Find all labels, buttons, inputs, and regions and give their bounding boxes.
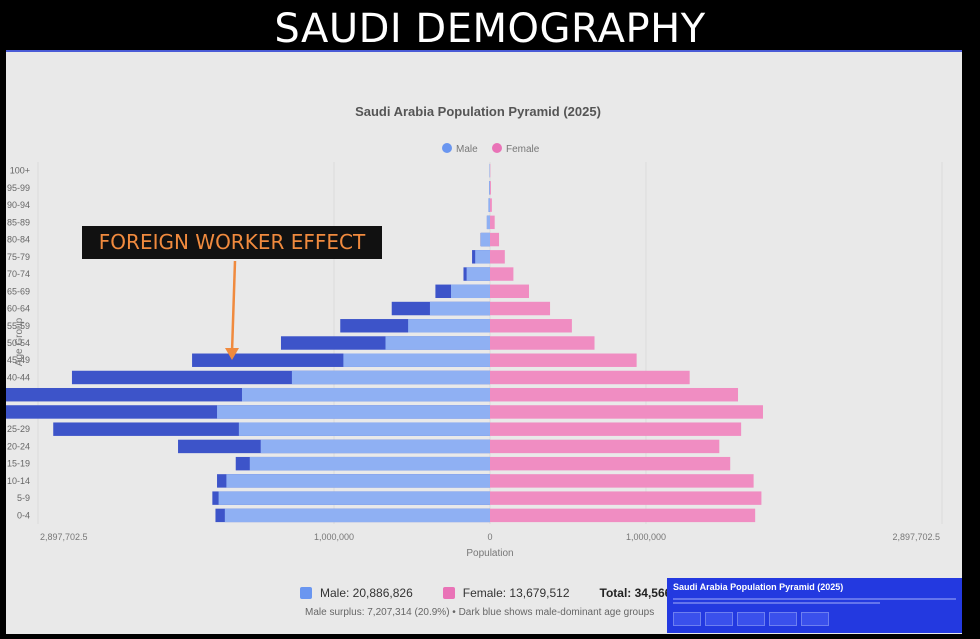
- male-bar: [408, 319, 490, 333]
- male-bar: [224, 508, 490, 523]
- male-surplus-note: Male surplus: 7,207,314 (20.9%) • Dark b…: [305, 607, 655, 618]
- male-bar: [241, 387, 490, 402]
- female-total: Female: 13,679,512: [462, 586, 570, 600]
- age-tick-label: 70-74: [7, 269, 30, 279]
- female-bar: [490, 336, 595, 350]
- x-tick-label: 1,000,000: [314, 532, 354, 542]
- male-bar: [488, 198, 490, 212]
- female-bar: [490, 181, 491, 195]
- video-title: SAUDI DEMOGRAPHY: [274, 6, 706, 52]
- male-bar: [486, 215, 490, 230]
- male-bar: [218, 491, 491, 505]
- male-bar: [226, 474, 490, 488]
- y-axis-label: Age Group: [14, 317, 25, 366]
- male-bar: [489, 181, 490, 195]
- age-tick-label: 95-99: [7, 183, 30, 193]
- x-tick-label: 2,897,702.5: [892, 532, 940, 542]
- x-axis-label: Population: [466, 548, 513, 559]
- male-swatch: [300, 587, 312, 599]
- x-tick-label: 2,897,702.5: [40, 532, 88, 542]
- age-tick-label: 90-94: [7, 200, 30, 210]
- male-bar: [343, 353, 490, 367]
- male-bar: [260, 439, 490, 454]
- legend-female-label: Female: [506, 144, 540, 155]
- callout-arrow-head: [225, 348, 239, 360]
- female-bar: [490, 405, 763, 419]
- population-pyramid-chart: Saudi Arabia Population Pyramid (2025) Ma…: [6, 104, 943, 559]
- thumbnail-title: Saudi Arabia Population Pyramid (2025): [673, 582, 844, 592]
- age-tick-label: 20-24: [7, 441, 30, 451]
- female-bar: [490, 439, 720, 454]
- female-bar: [490, 267, 514, 281]
- age-tick-label: 25-29: [7, 424, 30, 434]
- male-bar: [480, 232, 490, 247]
- age-tick-label: 45-49: [7, 355, 30, 365]
- male-bar: [249, 456, 490, 471]
- legend-male-marker: [442, 143, 452, 153]
- x-tick-label: 1,000,000: [626, 532, 666, 542]
- male-bar: [385, 336, 490, 350]
- male-bar: [217, 405, 490, 419]
- age-tick-label: 80-84: [7, 235, 30, 245]
- age-tick-label: 40-44: [7, 372, 30, 382]
- female-bar: [490, 422, 742, 436]
- female-bar: [490, 250, 505, 264]
- male-bar: [291, 370, 490, 385]
- age-tick-label: 10-14: [7, 476, 30, 486]
- chart-slide: Saudi Arabia Population Pyramid (2025) Ma…: [6, 50, 962, 634]
- male-bar: [466, 267, 490, 281]
- female-bar: [490, 508, 756, 523]
- female-bar: [490, 370, 690, 385]
- female-bar: [490, 319, 572, 333]
- male-bar: [429, 301, 490, 316]
- age-tick-label: 50-54: [7, 338, 30, 348]
- age-tick-label: 5-9: [17, 493, 30, 503]
- age-tick-label: 0-4: [17, 510, 30, 520]
- female-bar: [490, 284, 529, 299]
- female-bar: [490, 491, 762, 505]
- legend-female-marker: [492, 143, 502, 153]
- female-bar: [490, 215, 495, 230]
- female-bar: [490, 353, 637, 367]
- age-tick-label: 85-89: [7, 217, 30, 227]
- female-bar: [490, 474, 754, 488]
- age-tick-label: 60-64: [7, 304, 30, 314]
- male-total: Male: 20,886,826: [320, 586, 413, 600]
- male-bar: [475, 250, 490, 264]
- summary-row: Male: 20,886,826 Female: 13,679,512 Tota…: [300, 586, 695, 600]
- slide-thumbnail[interactable]: Saudi Arabia Population Pyramid (2025): [667, 578, 962, 633]
- female-bar: [490, 198, 492, 212]
- age-tick-label: 65-69: [7, 286, 30, 296]
- foreign-worker-callout: FOREIGN WORKER EFFECT: [82, 226, 382, 259]
- callout-arrow-line: [230, 260, 237, 353]
- age-tick-label: 100+: [10, 166, 30, 176]
- chart-title: Saudi Arabia Population Pyramid (2025): [355, 104, 601, 119]
- female-bar: [490, 232, 500, 247]
- x-tick-label: 0: [487, 532, 492, 542]
- age-tick-label: 15-19: [7, 459, 30, 469]
- legend-male-label: Male: [456, 144, 478, 155]
- age-tick-label: 75-79: [7, 252, 30, 262]
- female-swatch: [442, 587, 455, 599]
- female-bar: [490, 387, 739, 402]
- male-bar: [451, 284, 490, 299]
- male-bar: [238, 422, 490, 436]
- female-bar: [490, 456, 731, 471]
- age-tick-label: 55-59: [7, 321, 30, 331]
- female-bar: [490, 301, 551, 316]
